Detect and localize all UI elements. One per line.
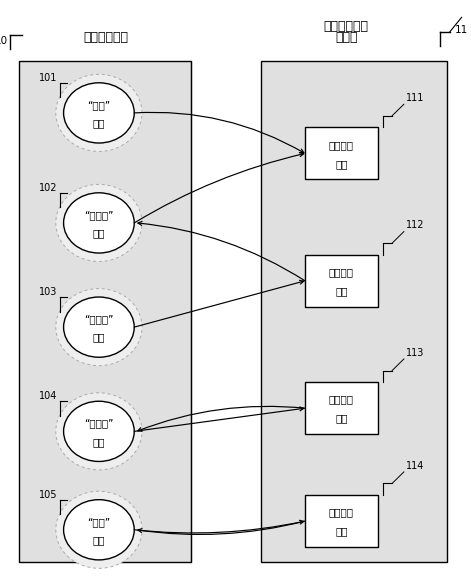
Text: 模块: 模块 [335,286,348,296]
Text: 工作流子系统: 工作流子系统 [83,31,129,44]
Text: 发货管理: 发货管理 [329,507,354,518]
Text: 销售管理: 销售管理 [329,140,354,150]
Text: 104: 104 [39,391,57,401]
Ellipse shape [56,184,142,262]
FancyBboxPatch shape [305,127,378,179]
Text: “结束”: “结束” [87,516,111,527]
FancyBboxPatch shape [261,61,447,562]
Text: “开始”: “开始” [87,100,111,110]
Ellipse shape [56,393,142,470]
Text: 10: 10 [0,36,8,46]
Text: 11: 11 [455,25,468,35]
Ellipse shape [64,297,134,357]
Ellipse shape [64,500,134,560]
Ellipse shape [56,74,142,152]
Text: 节点: 节点 [93,118,105,129]
Text: 102: 102 [39,183,57,193]
FancyBboxPatch shape [305,382,378,434]
Text: “下一步”: “下一步” [84,418,114,428]
Ellipse shape [56,491,142,569]
Text: 114: 114 [406,461,425,471]
Text: 113: 113 [406,348,425,358]
Text: 101: 101 [39,73,57,83]
Text: 节点: 节点 [93,228,105,239]
Ellipse shape [56,288,142,366]
Text: 模块: 模块 [335,526,348,537]
Text: 合同管理: 合同管理 [329,267,354,277]
Text: 105: 105 [39,490,57,500]
Ellipse shape [64,401,134,461]
FancyBboxPatch shape [305,255,378,307]
Text: 子系统: 子系统 [335,31,357,44]
Text: 103: 103 [39,287,57,297]
Ellipse shape [64,193,134,253]
Text: 节点: 节点 [93,437,105,447]
Text: 节点: 节点 [93,332,105,343]
Text: 模块: 模块 [335,159,348,169]
FancyBboxPatch shape [19,61,191,562]
FancyBboxPatch shape [305,495,378,547]
Text: “下一步”: “下一步” [84,210,114,220]
Text: 模块: 模块 [335,413,348,424]
Text: 111: 111 [406,93,425,103]
Text: 业务数据处理: 业务数据处理 [324,20,369,32]
Text: “下一步”: “下一步” [84,314,114,324]
Text: 节点: 节点 [93,535,105,545]
Ellipse shape [64,83,134,143]
Text: 112: 112 [406,221,425,230]
Text: 仓库管理: 仓库管理 [329,394,354,405]
